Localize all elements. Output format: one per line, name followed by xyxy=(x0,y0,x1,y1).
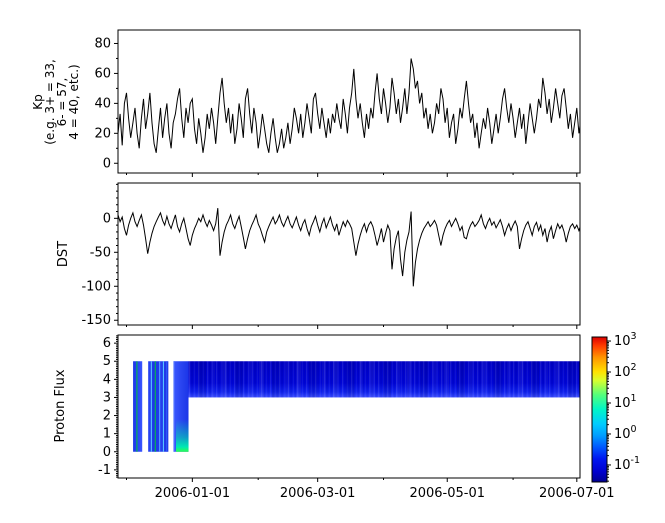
colorbar-tick-label: 101 xyxy=(614,393,637,411)
y-tick-label: 4 xyxy=(103,372,111,387)
y-tick-label: 20 xyxy=(94,126,111,141)
y-tick-label: 0 xyxy=(103,445,111,460)
spectrogram-band-1 xyxy=(133,361,143,452)
dst-panel: 0 -50 -100 -150 xyxy=(81,182,581,329)
flux-colorbar: 103 102 101 100 10-1 xyxy=(591,331,640,483)
colorbar-tick-label: 10-1 xyxy=(614,455,640,473)
dst-panel-frame xyxy=(117,182,581,326)
y-tick-label: -150 xyxy=(81,313,111,328)
kp-x-ticks xyxy=(125,173,578,177)
y-tick-label: 80 xyxy=(94,36,111,51)
x-tick-label: 2006-05-01 xyxy=(409,486,485,501)
kp-panel: 0 20 40 60 80 xyxy=(94,29,581,177)
flux-x-ticks: 2006-01-01 2006-03-01 2006-05-01 2006-07-01 xyxy=(125,478,615,501)
colorbar-gradient xyxy=(591,336,608,483)
dst-x-ticks xyxy=(125,325,578,329)
y-tick-label: 0 xyxy=(103,211,111,226)
y-tick-label: 1 xyxy=(103,427,111,442)
x-tick-label: 2006-01-01 xyxy=(155,486,231,501)
y-tick-label: 2 xyxy=(103,409,111,424)
y-tick-label: 6 xyxy=(103,336,111,351)
kp-series-line xyxy=(118,58,580,153)
y-tick-label: -100 xyxy=(81,279,111,294)
x-tick-label: 2006-07-01 xyxy=(539,486,615,501)
y-tick-label: 60 xyxy=(94,66,111,81)
y-tick-label: 0 xyxy=(103,156,111,171)
proton-flux-spectrogram xyxy=(133,361,580,452)
proton-flux-y-axis-label: Proton Flux xyxy=(53,369,68,443)
colorbar-tick-label: 100 xyxy=(614,424,637,442)
flux-y-ticks: -1 0 1 2 3 4 5 6 xyxy=(98,335,118,478)
kp-y-ticks: 0 20 40 60 80 xyxy=(94,36,118,171)
y-tick-label: 3 xyxy=(103,390,111,405)
x-tick-label: 2006-03-01 xyxy=(280,486,356,501)
y-tick-label: 40 xyxy=(94,96,111,111)
dst-y-ticks: 0 -50 -100 -150 xyxy=(81,183,118,328)
y-tick-label: -1 xyxy=(98,463,111,478)
dst-series-line xyxy=(118,208,580,287)
y-tick-label: 5 xyxy=(103,354,111,369)
kp-panel-frame xyxy=(117,29,581,174)
colorbar-tick-label: 102 xyxy=(614,362,637,380)
colorbar-tick-label: 103 xyxy=(614,331,637,349)
y-tick-label: -50 xyxy=(90,245,111,260)
